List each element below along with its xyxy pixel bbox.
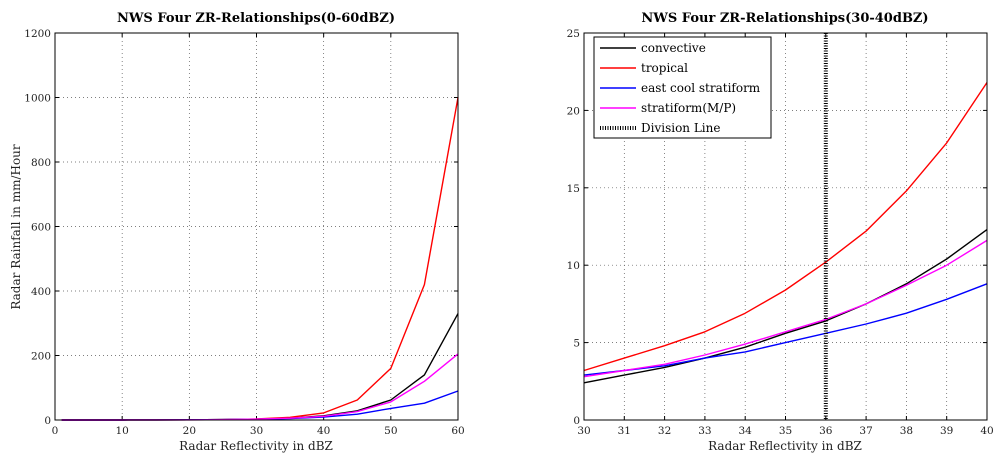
chart-left-frame (54, 32, 459, 421)
chart-left-ytick-label: 0 (44, 415, 51, 427)
chart-right-ytick-label: 0 (573, 415, 580, 427)
chart-left-series-line-0 (61, 313, 459, 421)
chart-left-xtick-label: 30 (250, 425, 263, 437)
chart-right-series-line-0 (583, 229, 988, 384)
chart-right-xtick-label: 35 (779, 425, 792, 437)
chart-left-ylabel: Radar Rainfall in mm/Hour (9, 144, 23, 310)
chart-left-title: NWS Four ZR-Relationships(0-60dBZ) (117, 11, 395, 26)
chart-left-series (61, 97, 459, 421)
chart-left-xtick-label: 20 (183, 425, 196, 437)
chart-left-ytick-label: 1200 (24, 28, 51, 40)
chart-right-frame (583, 32, 988, 421)
chart-right-legend: convective tropical east cool stratiform… (593, 36, 772, 139)
chart-left-series-line-3 (61, 353, 459, 421)
chart-right-series-line-3 (583, 239, 988, 378)
chart-right-xlabel: Radar Reflectivity in dBZ (708, 439, 862, 453)
chart-left-grid (55, 33, 458, 420)
chart-right-xtick-label: 32 (658, 425, 671, 437)
chart-left-ytick-label: 200 (31, 351, 51, 363)
legend-label-convective: convective (641, 41, 706, 55)
chart-right-ytick-label: 10 (567, 260, 580, 272)
chart-right-ytick-label: 20 (567, 105, 580, 117)
chart-left-series-line-1 (61, 97, 459, 421)
chart-right-title: NWS Four ZR-Relationships(30-40dBZ) (641, 11, 928, 26)
chart-right-ytick-label: 15 (567, 183, 580, 195)
legend-label-stratiform: stratiform(M/P) (641, 101, 736, 115)
chart-left-xlabel: Radar Reflectivity in dBZ (179, 439, 333, 453)
chart-left-xtick-label: 60 (451, 425, 464, 437)
chart-right-series-line-1 (583, 82, 988, 372)
chart-right-ytick-label: 5 (573, 338, 580, 350)
legend-label-tropical: tropical (641, 61, 688, 75)
chart-left-xtick-label: 10 (115, 425, 128, 437)
legend-label-division-line: Division Line (641, 121, 720, 135)
chart-right-xtick-label: 37 (859, 425, 872, 437)
chart-right-xtick-label: 34 (739, 425, 753, 437)
chart-left: NWS Four ZR-Relationships(0-60dBZ) Radar… (9, 11, 465, 453)
chart-left-ytick-label: 400 (31, 286, 51, 298)
chart-left-ytick-label: 1000 (24, 93, 51, 105)
chart-left-xtick-label: 40 (317, 425, 330, 437)
chart-left-ytick-label: 600 (31, 222, 51, 234)
chart-right-series-line-2 (583, 283, 988, 376)
legend-label-east-cool-stratiform: east cool stratiform (641, 81, 761, 95)
chart-right-xtick-label: 40 (980, 425, 993, 437)
chart-left-ytick-label: 800 (31, 157, 51, 169)
chart-left-xtick-label: 50 (384, 425, 397, 437)
chart-right-xtick-label: 33 (698, 425, 711, 437)
chart-left-series-line-2 (61, 390, 459, 421)
chart-right-xtick-label: 36 (819, 425, 833, 437)
chart-right-ytick-label: 25 (567, 28, 580, 40)
chart-right-xtick-label: 39 (940, 425, 953, 437)
chart-right-xtick-label: 38 (900, 425, 913, 437)
chart-right-series (583, 33, 988, 420)
chart-right: NWS Four ZR-Relationships(30-40dBZ) Rada… (567, 11, 994, 453)
chart-right-xtick-label: 30 (577, 425, 590, 437)
chart-left-xtick-label: 0 (52, 425, 59, 437)
chart-right-xtick-label: 31 (618, 425, 631, 437)
